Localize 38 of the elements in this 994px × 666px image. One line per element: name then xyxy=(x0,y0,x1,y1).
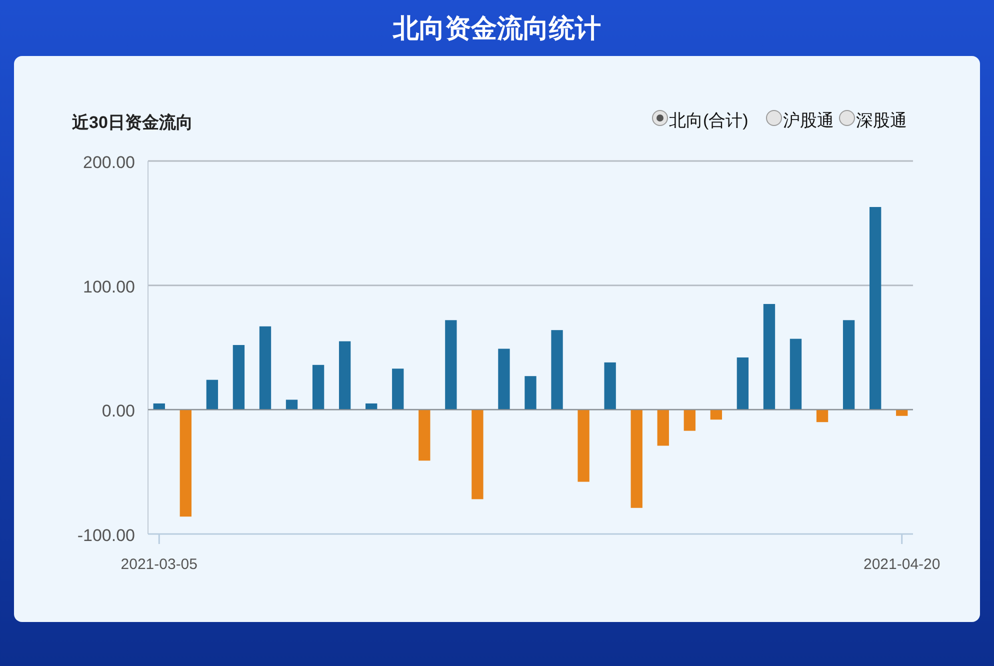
bar xyxy=(472,410,484,500)
bar xyxy=(392,368,404,410)
bar xyxy=(710,410,722,420)
bar xyxy=(232,345,245,410)
bar xyxy=(790,338,802,410)
text: 北向(合计) xyxy=(669,111,748,130)
y-tick-label: -100.00 xyxy=(77,526,135,545)
bar xyxy=(870,207,882,410)
bar xyxy=(259,326,272,410)
bar xyxy=(312,364,324,410)
bar xyxy=(736,357,749,410)
chart-subtitle: 近30日资金流向 xyxy=(71,113,193,132)
bar xyxy=(286,400,298,410)
y-tick-label: 0.00 xyxy=(102,402,135,421)
bar xyxy=(684,410,696,431)
y-tick-label: 200.00 xyxy=(83,153,135,172)
x-tick-label: 2021-04-20 xyxy=(863,556,940,573)
bar xyxy=(578,410,590,482)
bar xyxy=(445,320,457,410)
bar xyxy=(763,304,776,410)
bar xyxy=(551,330,563,410)
x-tick-label: 2021-03-05 xyxy=(120,556,198,573)
bar xyxy=(816,410,828,422)
bar xyxy=(896,410,908,416)
bar xyxy=(842,320,855,410)
bar xyxy=(498,348,510,410)
bar xyxy=(206,380,218,410)
bar xyxy=(657,410,669,446)
bar xyxy=(524,376,536,410)
bar xyxy=(604,362,616,410)
text: 沪股通 xyxy=(783,111,834,130)
text: 深股通 xyxy=(856,111,907,130)
chart-title: 北向资金流向统计 xyxy=(392,13,601,43)
bar xyxy=(338,341,351,410)
y-tick-label: 100.00 xyxy=(83,277,135,296)
bar xyxy=(180,410,192,517)
bar xyxy=(630,410,642,508)
bar xyxy=(418,410,430,461)
